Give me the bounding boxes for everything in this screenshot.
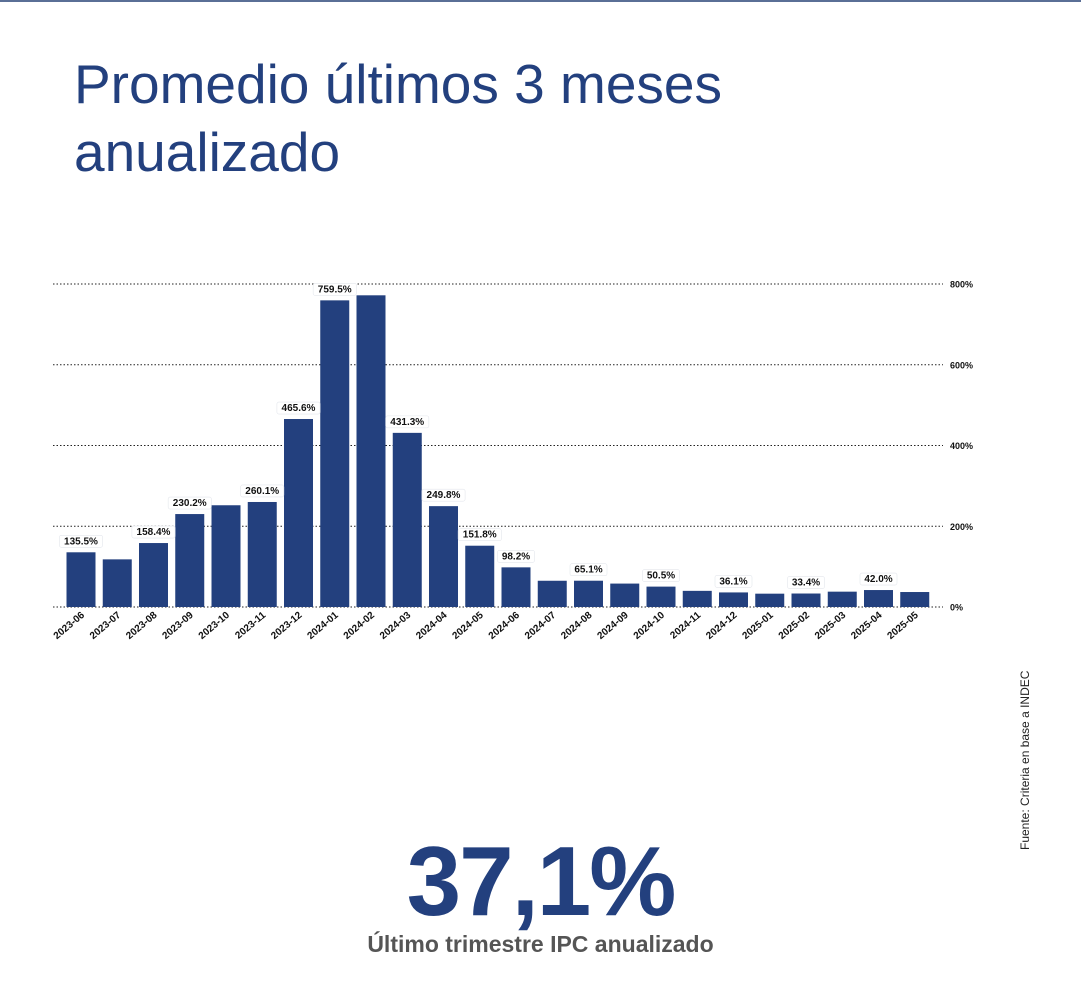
x-tick-label: 2024-07 [523, 610, 559, 642]
y-tick-label: 200% [950, 522, 973, 532]
data-label: 465.6% [282, 403, 316, 414]
bar [211, 505, 241, 607]
top-rule [0, 0, 1081, 2]
data-label-bg [714, 575, 753, 588]
x-tick-label: 2023-12 [269, 610, 305, 642]
data-label-bg [59, 534, 103, 548]
data-label-bg [240, 484, 285, 498]
x-tick-label: 2025-01 [740, 610, 776, 642]
data-label-bg [167, 496, 212, 510]
data-label: 260.1% [245, 486, 279, 497]
data-label: 151.8% [463, 530, 497, 541]
data-label: 36.1% [719, 576, 747, 587]
x-tick-label: 2024-08 [559, 610, 595, 642]
x-tick-label: 2024-06 [487, 610, 523, 642]
x-tick-label: 2025-03 [813, 610, 849, 642]
data-label: 158.4% [137, 527, 171, 538]
bar [791, 593, 821, 607]
data-label: 33.4% [792, 578, 820, 589]
x-tick-label: 2024-02 [342, 610, 378, 642]
x-tick-label: 2024-10 [632, 610, 668, 642]
bar [682, 590, 712, 607]
data-label: 42.0% [864, 574, 892, 585]
y-tick-label: 800% [950, 280, 973, 290]
data-label-bg [312, 283, 357, 296]
bar [537, 580, 567, 607]
data-label: 249.8% [427, 490, 461, 501]
bar [610, 583, 640, 607]
x-tick-label: 2024-01 [305, 610, 341, 642]
bar [574, 580, 603, 607]
y-tick-label: 600% [950, 360, 973, 370]
bar [429, 506, 458, 607]
x-tick-label: 2023-07 [88, 610, 124, 642]
data-label: 431.3% [390, 417, 424, 428]
bar-chart: 0% 200% 400% 600% 800% 135.5% 158.4% 230.2% 260.… [52, 280, 973, 642]
bar [139, 543, 168, 607]
data-label-bg [497, 550, 535, 563]
data-label: 230.2% [173, 498, 207, 509]
data-label-bg [859, 572, 898, 586]
bar [501, 567, 531, 607]
data-label: 759.5% [318, 284, 352, 295]
bar [102, 559, 132, 607]
bar [719, 592, 748, 607]
x-tick-label: 2023-11 [233, 610, 268, 642]
bar [284, 419, 313, 607]
bar [320, 300, 350, 607]
x-tick-label: 2025-02 [777, 610, 813, 642]
data-label-bg [421, 488, 466, 502]
bar [864, 590, 893, 607]
data-label: 135.5% [64, 536, 98, 547]
bar [755, 593, 785, 607]
y-tick-label: 0% [950, 603, 963, 613]
data-label-bg [569, 563, 608, 577]
x-tick-label: 2025-05 [885, 610, 921, 642]
data-label-bg [131, 525, 176, 539]
x-tick-label: 2024-04 [414, 610, 450, 642]
bar [827, 591, 857, 607]
bar [247, 501, 277, 607]
x-tick-label: 2023-08 [124, 610, 160, 642]
bar [175, 514, 205, 607]
y-tick-label: 400% [950, 441, 973, 451]
x-tick-label: 2025-04 [849, 610, 885, 642]
bar [900, 592, 930, 607]
x-tick-label: 2023-06 [52, 610, 88, 642]
x-tick-label: 2024-09 [595, 610, 631, 642]
x-tick-label: 2024-12 [704, 610, 740, 642]
data-label-bg [385, 415, 430, 429]
data-label-bg [642, 569, 680, 582]
x-tick-label: 2024-05 [450, 610, 486, 642]
data-label: 98.2% [502, 551, 530, 562]
x-tick-label: 2024-03 [378, 610, 414, 642]
data-label-bg [276, 401, 321, 415]
kpi-value: 37,1% [406, 826, 677, 936]
kpi-label: Último trimestre IPC anualizado [367, 931, 714, 957]
data-label: 65.1% [574, 565, 602, 576]
x-tick-label: 2023-09 [160, 610, 196, 642]
bar [646, 586, 676, 607]
x-tick-label: 2024-11 [668, 610, 703, 642]
data-label-bg [787, 576, 825, 589]
source-note: Fuente: Criteria en base a INDEC [1018, 670, 1032, 850]
data-label-bg [457, 528, 502, 542]
data-label: 50.5% [647, 571, 675, 582]
bar [66, 552, 96, 607]
bar [465, 545, 495, 607]
bar [392, 432, 422, 607]
bar [356, 295, 386, 607]
page-title: Promedio últimos 3 meses anualizado [74, 53, 723, 183]
x-tick-label: 2023-10 [197, 610, 233, 642]
